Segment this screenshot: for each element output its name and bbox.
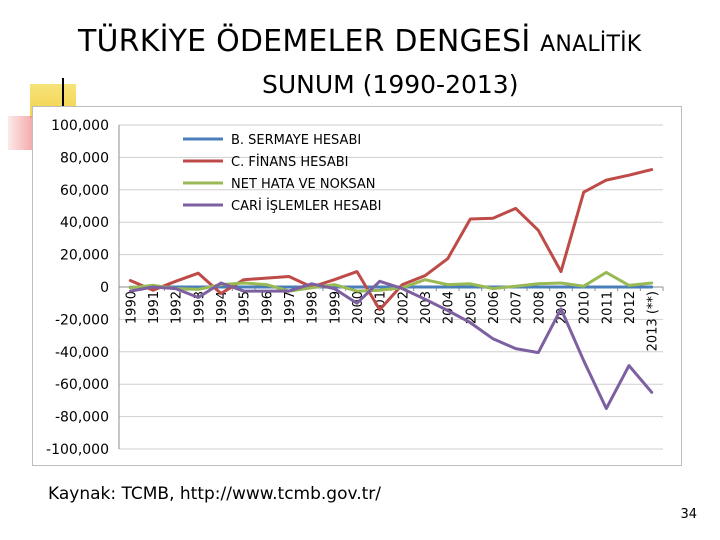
series-line xyxy=(128,168,654,312)
x-tick-label: 2010 xyxy=(578,291,593,324)
x-tick-label: 2004 xyxy=(442,291,457,324)
x-tick-label: 2005 xyxy=(464,291,479,324)
series-line xyxy=(128,279,654,410)
y-tick-label: 60,000 xyxy=(60,183,109,199)
page-number: 34 xyxy=(680,507,697,522)
x-tick-label: 2011 xyxy=(600,291,615,324)
x-tick-label: 1991 xyxy=(147,291,162,324)
x-tick-label: 2012 xyxy=(623,291,638,324)
y-tick-label: -20,000 xyxy=(55,312,109,328)
y-tick-label: -60,000 xyxy=(55,377,109,393)
x-tick-label: 2006 xyxy=(487,291,502,324)
x-tick-label: 1992 xyxy=(170,291,185,324)
x-tick-label: 2008 xyxy=(532,291,547,324)
y-tick-label: 100,000 xyxy=(51,118,109,134)
y-tick-label: 0 xyxy=(100,280,109,296)
x-tick-label: 1998 xyxy=(306,291,321,324)
x-tick-label: 1996 xyxy=(260,291,275,324)
x-tick-label: 2007 xyxy=(510,291,525,324)
y-tick-label: -100,000 xyxy=(46,442,109,458)
y-tick-label: 80,000 xyxy=(60,150,109,166)
legend-label: C. FİNANS HESABI xyxy=(231,154,349,170)
y-tick-label: 20,000 xyxy=(60,248,109,264)
x-tick-label: 2002 xyxy=(396,291,411,324)
line-chart: -100,000 -80,000 -60,000 -40,000 -20,000 0 20,… xyxy=(46,118,664,458)
x-tick-label: 1993 xyxy=(192,291,207,324)
x-tick-label: 1995 xyxy=(238,291,253,324)
y-tick-label: -40,000 xyxy=(55,345,109,361)
source-note: Kaynak: TCMB, http://www.tcmb.gov.tr/ xyxy=(48,484,382,504)
y-tick-label: 40,000 xyxy=(60,215,109,231)
decorative-bar xyxy=(62,78,64,106)
x-tick-label: 1990 xyxy=(124,291,139,324)
y-tick-label: -80,000 xyxy=(55,410,109,426)
slide-title-small: ANALİTİK xyxy=(540,32,642,57)
slide-subtitle: SUNUM (1990-2013) xyxy=(262,70,519,99)
legend-label: CARİ İŞLEMLER HESABI xyxy=(231,198,381,214)
chart-frame: -100,000 -80,000 -60,000 -40,000 -20,000 0 20,… xyxy=(32,106,682,466)
legend-label: NET HATA VE NOKSAN xyxy=(231,177,375,192)
x-tick-label: 2013 (**) xyxy=(646,291,661,351)
slide-title-main: TÜRKİYE ÖDEMELER DENGESİ xyxy=(78,24,531,59)
x-tick-label: 1997 xyxy=(283,291,298,324)
slide-title: TÜRKİYE ÖDEMELER DENGESİ ANALİTİK xyxy=(78,24,641,59)
x-tick-label: 1994 xyxy=(215,291,230,324)
x-tick-label: 1999 xyxy=(328,291,343,324)
legend-label: B. SERMAYE HESABI xyxy=(231,133,361,148)
